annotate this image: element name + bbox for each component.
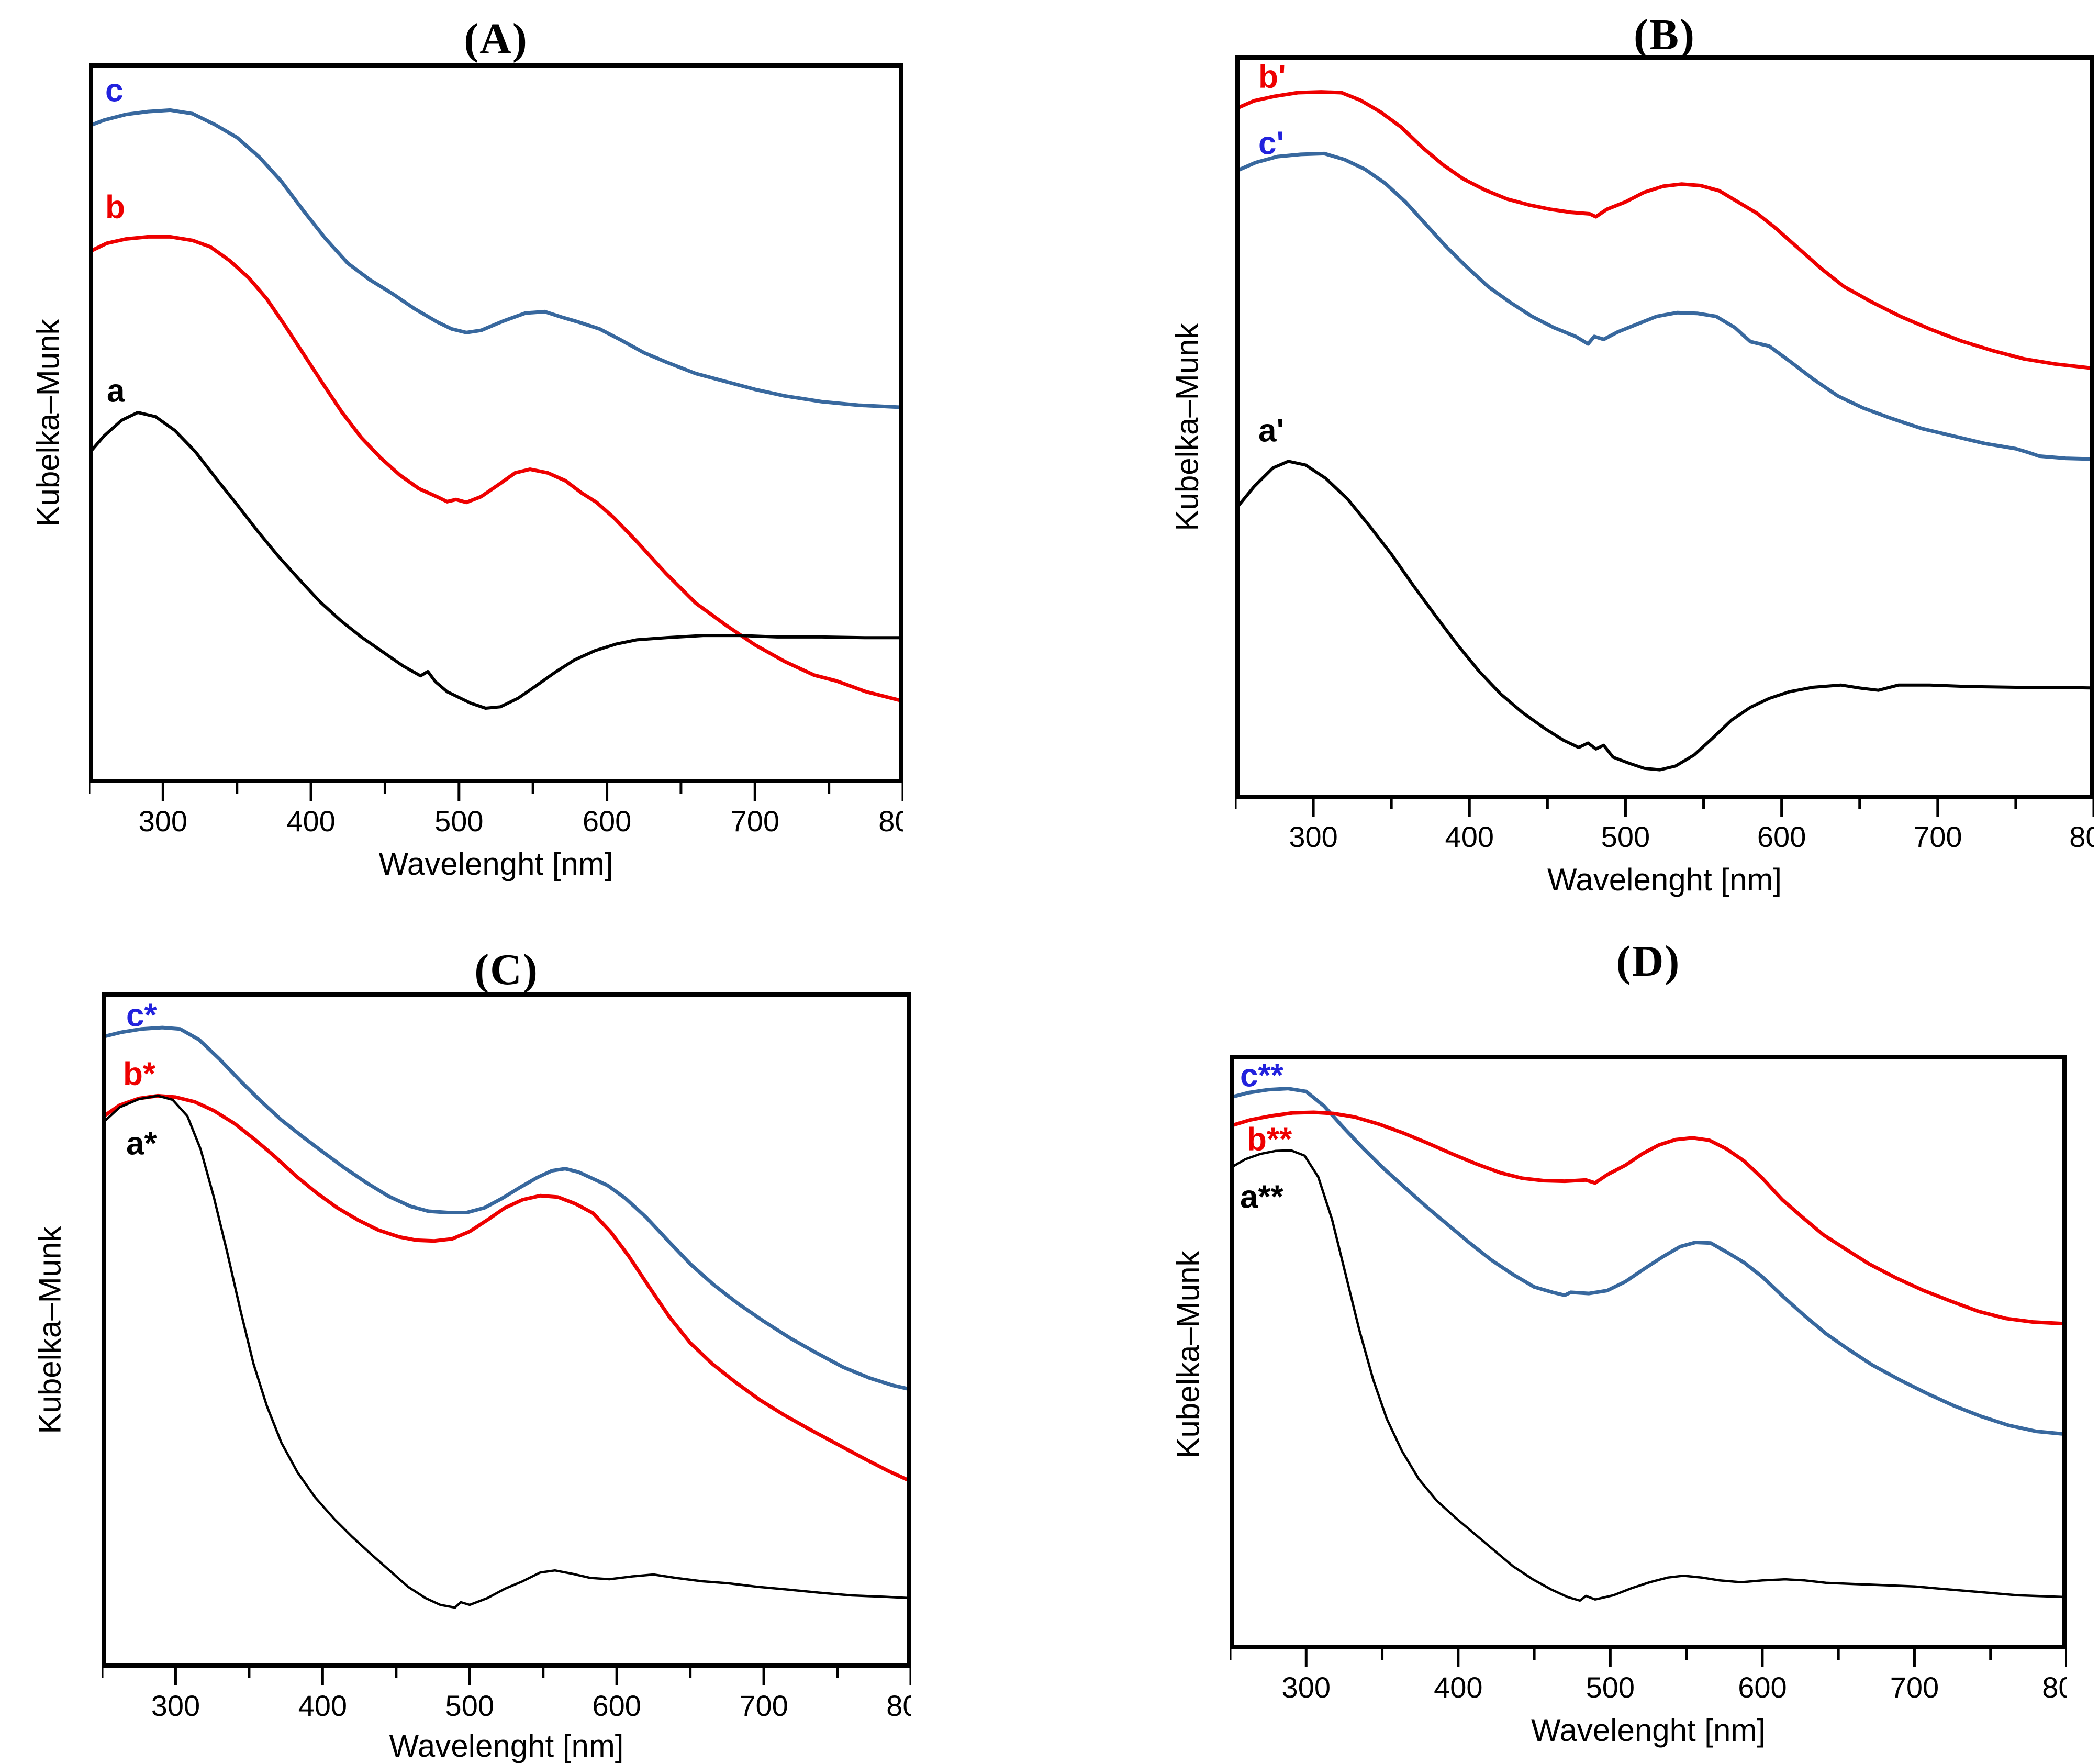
x-axis-ticks: [1235, 799, 2094, 817]
curve-a: [89, 410, 903, 710]
series-label-a: a: [107, 373, 125, 409]
x-tick-label: 600: [1757, 820, 1806, 853]
plot-border: [89, 63, 903, 783]
curve-a-2star: [1230, 1149, 2067, 1602]
series-label-a-prime: a': [1258, 413, 1284, 449]
panel-C-plot: 300 400 500 600 700 800 c* b* a*: [102, 992, 911, 1722]
panel-C-title: (C): [474, 945, 539, 994]
series-label-c-star: c*: [126, 998, 157, 1034]
panel-B: (B) Kubelka–Munk 300 400 500 600 700 800 b' c' a…: [1170, 10, 2094, 897]
x-axis-ticks: [102, 1668, 911, 1685]
x-tick-label: 500: [1586, 1671, 1635, 1704]
x-tick-label: 600: [1738, 1671, 1787, 1704]
x-tick-label: 700: [1913, 820, 1962, 853]
panel-B-title: (B): [1634, 10, 1695, 59]
x-tick-label: 700: [739, 1689, 788, 1722]
panel-C-x-axis-label: Wavelenght [nm]: [389, 1728, 624, 1763]
x-tick-label: 300: [1282, 1671, 1331, 1704]
x-axis-ticks: [1230, 1649, 2067, 1667]
series-label-b-2star: b**: [1247, 1122, 1292, 1158]
panel-A: (A) Kubelka–Munk 300 400 500 600 700 800 c b a W…: [31, 15, 903, 881]
series-label-c: c: [105, 73, 123, 109]
x-tick-label: 800: [878, 805, 903, 838]
series-label-c-prime: c': [1258, 126, 1284, 162]
plot-border: [1230, 1055, 2067, 1649]
series-label-a-star: a*: [126, 1126, 157, 1162]
plot-border: [1235, 55, 2094, 799]
x-tick-label: 400: [298, 1689, 347, 1722]
panel-A-title: (A): [464, 15, 528, 63]
x-tick-label: 500: [1601, 820, 1650, 853]
series-label-b-prime: b': [1258, 59, 1286, 95]
curve-b-2star: [1230, 1110, 2067, 1326]
curve-a-star: [102, 1095, 911, 1609]
panel-D: (D) Kubelka–Munk 300 400 500 600 700 800 c** b*…: [1171, 937, 2067, 1748]
panel-B-x-axis-label: Wavelenght [nm]: [1547, 862, 1782, 897]
x-tick-label: 400: [1434, 1671, 1482, 1704]
curve-b-prime: [1235, 90, 2094, 371]
x-tick-label: 800: [2042, 1671, 2067, 1704]
x-tick-label: 300: [139, 805, 187, 838]
panel-D-title: (D): [1616, 937, 1681, 986]
x-tick-label: 700: [731, 805, 779, 838]
series-label-b: b: [105, 189, 125, 226]
x-tick-label: 600: [583, 805, 631, 838]
panel-D-plot: 300 400 500 600 700 800 c** b** a**: [1230, 1055, 2067, 1704]
series-label-c-2star: c**: [1240, 1058, 1284, 1094]
plot-border: [102, 992, 911, 1668]
panel-A-x-axis-label: Wavelenght [nm]: [378, 846, 613, 881]
x-tick-label: 400: [1445, 820, 1494, 853]
curve-b-star: [102, 1093, 911, 1483]
panel-D-x-axis-label: Wavelenght [nm]: [1531, 1713, 1766, 1748]
curve-c-star: [102, 1025, 911, 1391]
x-tick-label: 600: [592, 1689, 641, 1722]
panel-A-y-axis-label: Kubelka–Munk: [30, 319, 66, 527]
panel-B-plot: 300 400 500 600 700 800 b' c' a': [1235, 55, 2094, 853]
panel-B-y-axis-label: Kubelka–Munk: [1169, 323, 1205, 531]
panel-C-y-axis-label: Kubelka–Munk: [32, 1226, 68, 1434]
x-tick-label: 800: [886, 1689, 911, 1722]
x-tick-label: 800: [2069, 820, 2094, 853]
series-label-b-star: b*: [123, 1056, 156, 1092]
x-tick-label: 500: [445, 1689, 494, 1722]
x-tick-label: 400: [286, 805, 335, 838]
curve-c-2star: [1230, 1087, 2067, 1436]
x-tick-label: 700: [1890, 1671, 1939, 1704]
x-tick-label: 500: [434, 805, 483, 838]
panel-D-y-axis-label: Kubelka–Munk: [1170, 1251, 1206, 1459]
panel-C: (C) Kubelka–Munk 300 400 500 600 700 800 c* b* a…: [32, 945, 911, 1763]
curve-c: [89, 108, 903, 409]
curve-c-prime: [1235, 151, 2094, 461]
curve-b: [89, 235, 903, 703]
x-tick-label: 300: [151, 1689, 200, 1722]
panel-A-plot: 300 400 500 600 700 800 c b a: [89, 63, 903, 838]
x-axis-ticks: [89, 783, 903, 801]
curve-a-prime: [1235, 460, 2094, 772]
series-label-a-2star: a**: [1240, 1179, 1284, 1215]
x-tick-label: 300: [1289, 820, 1337, 853]
